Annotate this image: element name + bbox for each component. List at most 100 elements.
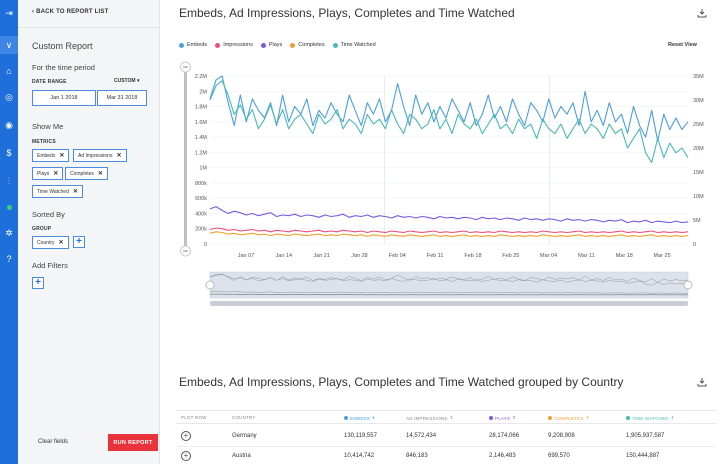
chip-label: Plays: [37, 170, 50, 177]
series-line-time-watched: [209, 80, 689, 163]
close-icon[interactable]: ✕: [116, 153, 122, 159]
cell-country: Germany: [232, 433, 257, 439]
x-tick-label: Jan 28: [351, 253, 368, 259]
target-icon[interactable]: ◎: [5, 91, 13, 102]
cell-plays: 2,146,483: [489, 453, 516, 459]
chart-title: Embeds, Ad Impressions, Plays, Completes…: [179, 6, 515, 20]
eye-icon[interactable]: ◉: [5, 119, 13, 130]
legend-label: Time Watched: [340, 42, 376, 48]
header-label: AD IMPRESSIONS: [406, 415, 448, 421]
end-date-input[interactable]: Mar 31 2018: [97, 90, 147, 106]
plot-row-add-icon[interactable]: +: [181, 451, 191, 461]
legend-item-impressions[interactable]: Impressions: [215, 42, 253, 48]
back-to-report-list-link[interactable]: ‹ BACK TO REPORT LIST: [32, 9, 109, 15]
cell-completes: 699,570: [548, 453, 570, 459]
group-label: GROUP: [32, 226, 52, 232]
column-header-ad-impressions[interactable]: AD IMPRESSIONS ⇕: [406, 415, 454, 421]
column-header-time-watched[interactable]: TIME WATCHED ⇕: [626, 415, 675, 421]
chevron-down-icon[interactable]: ∨: [0, 36, 18, 54]
navigator-line: [209, 274, 689, 286]
y-tick-label-left: 2M: [199, 89, 207, 95]
series-line-completes: [209, 231, 689, 237]
chevron-down-icon: ▾: [136, 78, 140, 84]
metrics-label: METRICS: [32, 139, 56, 145]
plot-row-add-icon[interactable]: +: [181, 431, 191, 441]
navigator-right-handle[interactable]: [683, 280, 693, 290]
column-header-plays[interactable]: PLAYS ⇕: [489, 415, 516, 421]
close-icon[interactable]: ✕: [72, 189, 78, 195]
time-period-label: For the time period: [32, 63, 95, 72]
add-filters-label: Add Filters: [32, 261, 68, 270]
run-report-button[interactable]: RUN REPORT: [108, 434, 158, 451]
clear-fields-button[interactable]: Clear fields: [38, 439, 69, 445]
x-tick-label: Feb 11: [427, 253, 444, 259]
sort-icon: ⇕: [585, 415, 590, 420]
legend-item-time-watched[interactable]: Time Watched: [332, 42, 376, 48]
y-tick-label-left: 1.8M: [195, 105, 208, 111]
series-line-embeds: [209, 75, 689, 142]
download-icon[interactable]: [697, 377, 707, 387]
series-dot: [548, 416, 552, 420]
sort-icon: ⇕: [670, 415, 675, 420]
close-icon[interactable]: ✕: [58, 240, 64, 246]
group-chip-country[interactable]: Country ✕: [32, 236, 69, 249]
close-icon[interactable]: ✕: [53, 171, 59, 177]
metric-chip-embeds[interactable]: Embeds ✕: [32, 149, 70, 162]
custom-range-dropdown[interactable]: CUSTOM ▾: [114, 78, 139, 84]
x-tick-label: Jan 14: [276, 253, 293, 259]
navigator-line: [209, 273, 689, 283]
x-tick-label: Feb 04: [389, 253, 406, 259]
y-tick-label-left: 200k: [195, 227, 207, 233]
legend-label: Completes: [298, 42, 325, 48]
metric-chip-time-watched[interactable]: Time Watched ✕: [32, 185, 83, 198]
download-icon[interactable]: [697, 8, 707, 18]
metric-chip-plays[interactable]: Plays ✕: [32, 167, 64, 180]
metric-chip-ad-impressions[interactable]: Ad Impressions ✕: [73, 149, 127, 162]
table-header: PLOT ROW COUNTRY EMBEDS ▾ AD IMPRESSIONS ⇕…: [176, 410, 716, 424]
sidebar-title: Custom Report: [32, 41, 93, 51]
header-label: PLOT ROW: [181, 415, 207, 420]
chip-label: Completes: [70, 170, 94, 177]
column-header-embeds[interactable]: EMBEDS ▾: [344, 415, 375, 421]
close-icon[interactable]: ✕: [59, 153, 65, 159]
chip-label: Country: [37, 239, 55, 246]
column-header-completes[interactable]: COMPLETES ⇕: [548, 415, 590, 421]
metric-chip-completes[interactable]: Completes ✕: [65, 167, 108, 180]
start-date-input[interactable]: Jan 1 2018: [32, 90, 96, 106]
help-icon[interactable]: ?: [6, 254, 12, 264]
legend-swatch: [260, 42, 266, 48]
sort-icon: ⇕: [512, 415, 517, 420]
sort-desc-icon: ▾: [372, 415, 375, 420]
x-tick-label: Jan 07: [238, 253, 255, 259]
cell-ad-impressions: 14,572,434: [406, 433, 437, 439]
legend-item-embeds[interactable]: Embeds: [179, 42, 207, 48]
series-line-ad-impressions: [209, 227, 689, 234]
sort-icon: ⇕: [449, 415, 454, 420]
home-icon[interactable]: ⌂: [6, 66, 12, 76]
y-tick-label-left: 2.2M: [195, 74, 208, 80]
gear-icon[interactable]: ✲: [5, 227, 13, 238]
close-icon[interactable]: ✕: [97, 171, 103, 177]
collapse-icon[interactable]: ⇥: [5, 7, 13, 18]
y-tick-label-left: 800k: [195, 181, 207, 187]
add-filter-button[interactable]: +: [32, 277, 44, 289]
chip-label: Embeds: [37, 152, 56, 159]
analytics-icon[interactable]: ⫶: [7, 175, 11, 186]
add-group-button[interactable]: +: [73, 236, 85, 248]
reset-view-button[interactable]: Reset View: [668, 42, 697, 48]
legend-item-completes[interactable]: Completes: [290, 42, 325, 48]
dollar-icon[interactable]: $: [6, 148, 12, 158]
y-tick-label-left: 600k: [195, 196, 207, 202]
chip-label: Ad Impressions: [78, 152, 113, 159]
legend-label: Impressions: [223, 42, 253, 48]
column-header-plot-row: PLOT ROW: [181, 415, 207, 420]
navigator-left-handle[interactable]: [205, 280, 215, 290]
navigator-line: [209, 290, 689, 294]
y-tick-label-left: 1.4M: [195, 135, 208, 141]
column-header-country[interactable]: COUNTRY: [232, 415, 256, 420]
navigator-line: [209, 293, 689, 295]
x-tick-label: Mar 18: [616, 253, 633, 259]
y-tick-label-right: 35M: [693, 74, 704, 80]
cell-ad-impressions: 846,183: [406, 453, 428, 459]
legend-item-plays[interactable]: Plays: [260, 42, 282, 48]
